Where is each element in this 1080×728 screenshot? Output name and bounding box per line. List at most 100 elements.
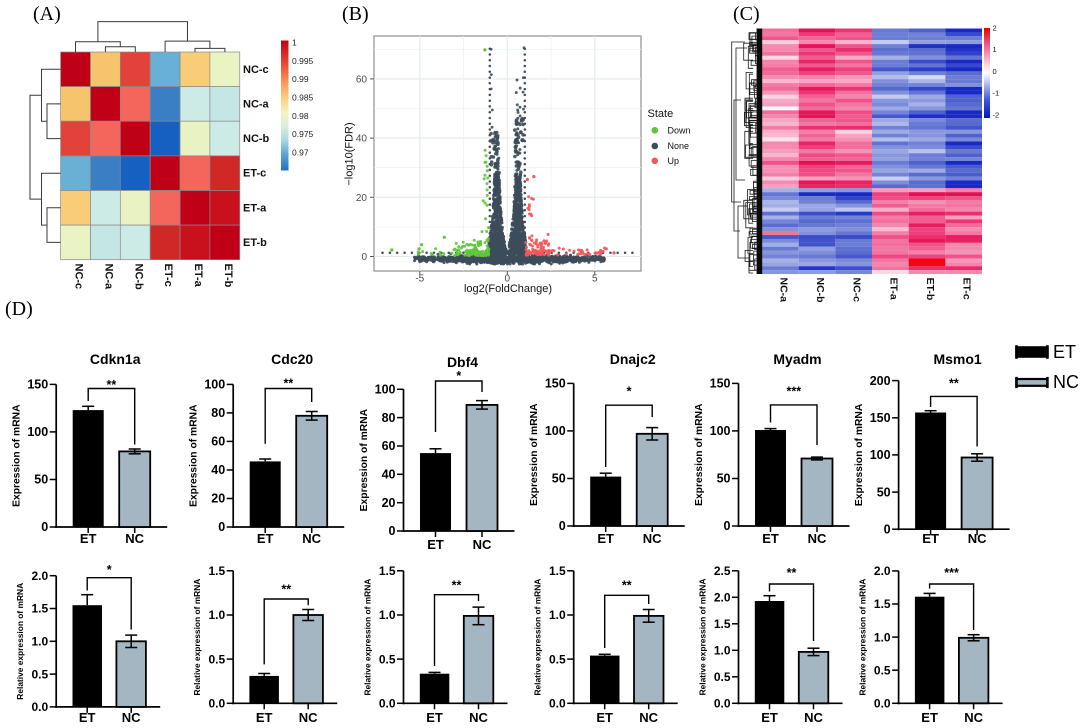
svg-text:20: 20 [211, 492, 225, 506]
svg-text:100: 100 [27, 425, 48, 439]
svg-text:**: ** [281, 583, 291, 597]
svg-text:Dbf4: Dbf4 [447, 354, 478, 370]
svg-text:Expression of mRNA: Expression of mRNA [359, 408, 370, 511]
svg-text:0.985: 0.985 [292, 93, 314, 103]
svg-text:ET-c: ET-c [162, 264, 174, 287]
svg-text:0.0: 0.0 [714, 697, 731, 711]
svg-text:Relative expression of mRNA: Relative expression of mRNA [533, 579, 543, 696]
svg-text:*: * [107, 563, 112, 577]
svg-text:50: 50 [552, 472, 566, 486]
svg-text:50: 50 [717, 472, 731, 486]
svg-text:0: 0 [361, 252, 367, 263]
svg-text:20: 20 [356, 193, 368, 204]
svg-text:ET-a: ET-a [243, 202, 267, 214]
svg-text:ET: ET [426, 710, 443, 725]
svg-text:1.0: 1.0 [379, 608, 396, 622]
svg-text:80: 80 [211, 406, 225, 420]
svg-text:0: 0 [993, 67, 997, 76]
svg-text:ET: ET [427, 537, 444, 552]
svg-text:ET-c: ET-c [961, 278, 973, 300]
svg-text:150: 150 [27, 378, 48, 392]
svg-text:Expression of mRNA: Expression of mRNA [189, 404, 200, 507]
svg-text:ET-b: ET-b [222, 264, 234, 288]
svg-text:0.995: 0.995 [292, 56, 314, 66]
svg-text:Cdc20: Cdc20 [271, 351, 313, 367]
svg-text:100: 100 [710, 424, 731, 438]
svg-text:Msmo1: Msmo1 [933, 351, 981, 367]
svg-text:**: ** [787, 566, 797, 580]
svg-text:0: 0 [505, 274, 511, 285]
svg-text:60: 60 [382, 439, 396, 453]
svg-text:**: ** [284, 377, 294, 391]
svg-text:NC-c: NC-c [243, 64, 269, 76]
svg-text:ET: ET [762, 531, 779, 546]
svg-text:20: 20 [382, 496, 396, 510]
svg-text:NC: NC [299, 710, 318, 725]
svg-text:0.5: 0.5 [549, 652, 566, 666]
svg-text:NC-c: NC-c [73, 264, 85, 290]
svg-text:ET: ET [761, 710, 778, 725]
svg-text:NC-b: NC-b [243, 133, 270, 145]
svg-text:0.5: 0.5 [32, 667, 49, 681]
svg-text:NC-c: NC-c [851, 278, 863, 303]
svg-text:0: 0 [559, 519, 566, 533]
svg-text:ET: ET [80, 531, 97, 546]
svg-text:-5: -5 [415, 274, 424, 285]
svg-text:1.5: 1.5 [379, 564, 396, 578]
svg-text:Relative expression of mRNA: Relative expression of mRNA [15, 583, 25, 700]
svg-text:50: 50 [34, 473, 48, 487]
svg-text:0.975: 0.975 [292, 129, 314, 139]
svg-text:0.97: 0.97 [292, 147, 309, 157]
svg-text:ET: ET [922, 531, 939, 546]
svg-text:**: ** [107, 378, 117, 392]
svg-text:NC: NC [643, 531, 662, 546]
svg-text:0: 0 [389, 524, 396, 538]
svg-text:None: None [668, 141, 690, 151]
svg-text:ET: ET [79, 710, 96, 725]
svg-text:2.0: 2.0 [32, 569, 49, 583]
svg-text:2.0: 2.0 [874, 564, 891, 578]
svg-text:−log10(FDR): −log10(FDR) [344, 122, 356, 185]
svg-text:NC: NC [473, 537, 492, 552]
svg-text:0.0: 0.0 [209, 697, 226, 711]
svg-text:NC: NC [125, 531, 144, 546]
svg-text:2: 2 [993, 24, 997, 33]
svg-text:0.98: 0.98 [292, 111, 309, 121]
svg-text:Relative expression of mRNA: Relative expression of mRNA [698, 579, 708, 696]
svg-text:***: *** [944, 566, 959, 580]
svg-text:NC: NC [968, 531, 987, 546]
svg-text:Expression of mRNA: Expression of mRNA [12, 404, 23, 507]
svg-text:NC-a: NC-a [777, 278, 789, 303]
svg-text:NC: NC [469, 710, 488, 725]
svg-text:NC: NC [808, 531, 827, 546]
svg-text:0: 0 [41, 520, 48, 534]
svg-text:40: 40 [356, 134, 368, 145]
svg-text:1.5: 1.5 [714, 617, 731, 631]
svg-text:**: ** [622, 579, 632, 593]
svg-text:*: * [456, 369, 461, 383]
svg-text:ET: ET [256, 710, 273, 725]
svg-text:100: 100 [204, 378, 225, 392]
svg-text:ET: ET [257, 531, 274, 546]
svg-text:Relative expression of mRNA: Relative expression of mRNA [192, 579, 202, 696]
svg-text:0.5: 0.5 [874, 663, 891, 677]
svg-text:Down: Down [668, 126, 691, 136]
svg-text:1.5: 1.5 [209, 564, 226, 578]
svg-text:2.0: 2.0 [714, 591, 731, 605]
svg-text:2.5: 2.5 [714, 564, 731, 578]
svg-text:Expression of mRNA: Expression of mRNA [854, 403, 865, 506]
svg-text:Dnajc2: Dnajc2 [610, 351, 656, 367]
svg-text:***: *** [787, 385, 802, 399]
svg-text:40: 40 [211, 463, 225, 477]
svg-text:-1: -1 [993, 89, 1000, 98]
svg-text:Relative expression of mRNA: Relative expression of mRNA [858, 579, 868, 696]
svg-text:Cdkn1a: Cdkn1a [90, 351, 141, 367]
svg-text:NC: NC [804, 710, 823, 725]
svg-text:*: * [627, 385, 632, 399]
svg-text:NC: NC [964, 710, 983, 725]
svg-text:0: 0 [724, 519, 731, 533]
svg-text:5: 5 [592, 274, 598, 285]
svg-text:1.0: 1.0 [549, 608, 566, 622]
svg-text:0.5: 0.5 [379, 652, 396, 666]
svg-text:60: 60 [211, 435, 225, 449]
